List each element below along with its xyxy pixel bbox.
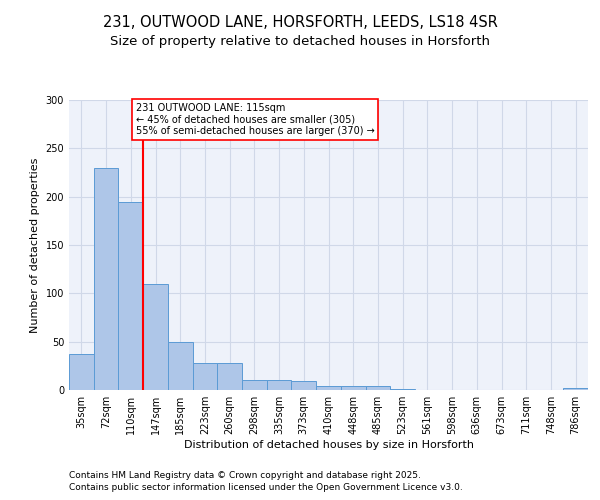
Bar — [563, 388, 588, 390]
Text: 231, OUTWOOD LANE, HORSFORTH, LEEDS, LS18 4SR: 231, OUTWOOD LANE, HORSFORTH, LEEDS, LS1… — [103, 15, 497, 30]
Bar — [242, 380, 267, 390]
Bar — [316, 386, 341, 390]
Bar — [94, 168, 118, 390]
Bar — [341, 386, 365, 390]
Bar — [365, 386, 390, 390]
Bar — [118, 202, 143, 390]
Bar — [143, 284, 168, 390]
Bar — [217, 363, 242, 390]
Bar — [390, 389, 415, 390]
Y-axis label: Number of detached properties: Number of detached properties — [30, 158, 40, 332]
Bar — [69, 354, 94, 390]
X-axis label: Distribution of detached houses by size in Horsforth: Distribution of detached houses by size … — [184, 440, 473, 450]
Text: Contains HM Land Registry data © Crown copyright and database right 2025.: Contains HM Land Registry data © Crown c… — [69, 472, 421, 480]
Bar — [267, 380, 292, 390]
Text: Contains public sector information licensed under the Open Government Licence v3: Contains public sector information licen… — [69, 482, 463, 492]
Text: 231 OUTWOOD LANE: 115sqm
← 45% of detached houses are smaller (305)
55% of semi-: 231 OUTWOOD LANE: 115sqm ← 45% of detach… — [136, 103, 374, 136]
Bar — [168, 342, 193, 390]
Bar — [292, 382, 316, 390]
Bar — [193, 363, 217, 390]
Text: Size of property relative to detached houses in Horsforth: Size of property relative to detached ho… — [110, 34, 490, 48]
